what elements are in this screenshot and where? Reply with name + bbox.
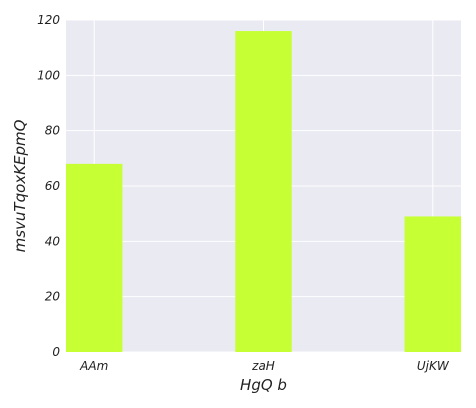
y-tick-label: 0 xyxy=(52,345,60,359)
y-tick-labels: 0 20 40 60 80 100 120 xyxy=(37,13,60,359)
bar-AAm xyxy=(66,163,123,352)
x-tick-label: UjKW xyxy=(417,359,450,373)
x-tick-label: zaH xyxy=(251,359,275,373)
x-tick-label: AAm xyxy=(79,359,108,373)
bar-zaH xyxy=(235,31,292,353)
x-tick-labels: AAm zaH UjKW xyxy=(79,359,450,373)
y-tick-label: 100 xyxy=(37,68,60,82)
x-axis-label: HgQ b xyxy=(240,376,287,394)
y-tick-label: 60 xyxy=(45,179,61,193)
bars xyxy=(66,31,461,353)
y-tick-label: 40 xyxy=(45,234,61,248)
y-axis-label: msvuTqoxKEpmQ xyxy=(11,119,29,252)
bar-UjKW xyxy=(404,216,461,352)
y-tick-label: 80 xyxy=(45,124,61,138)
y-tick-label: 20 xyxy=(45,290,61,304)
y-tick-label: 120 xyxy=(37,13,60,27)
